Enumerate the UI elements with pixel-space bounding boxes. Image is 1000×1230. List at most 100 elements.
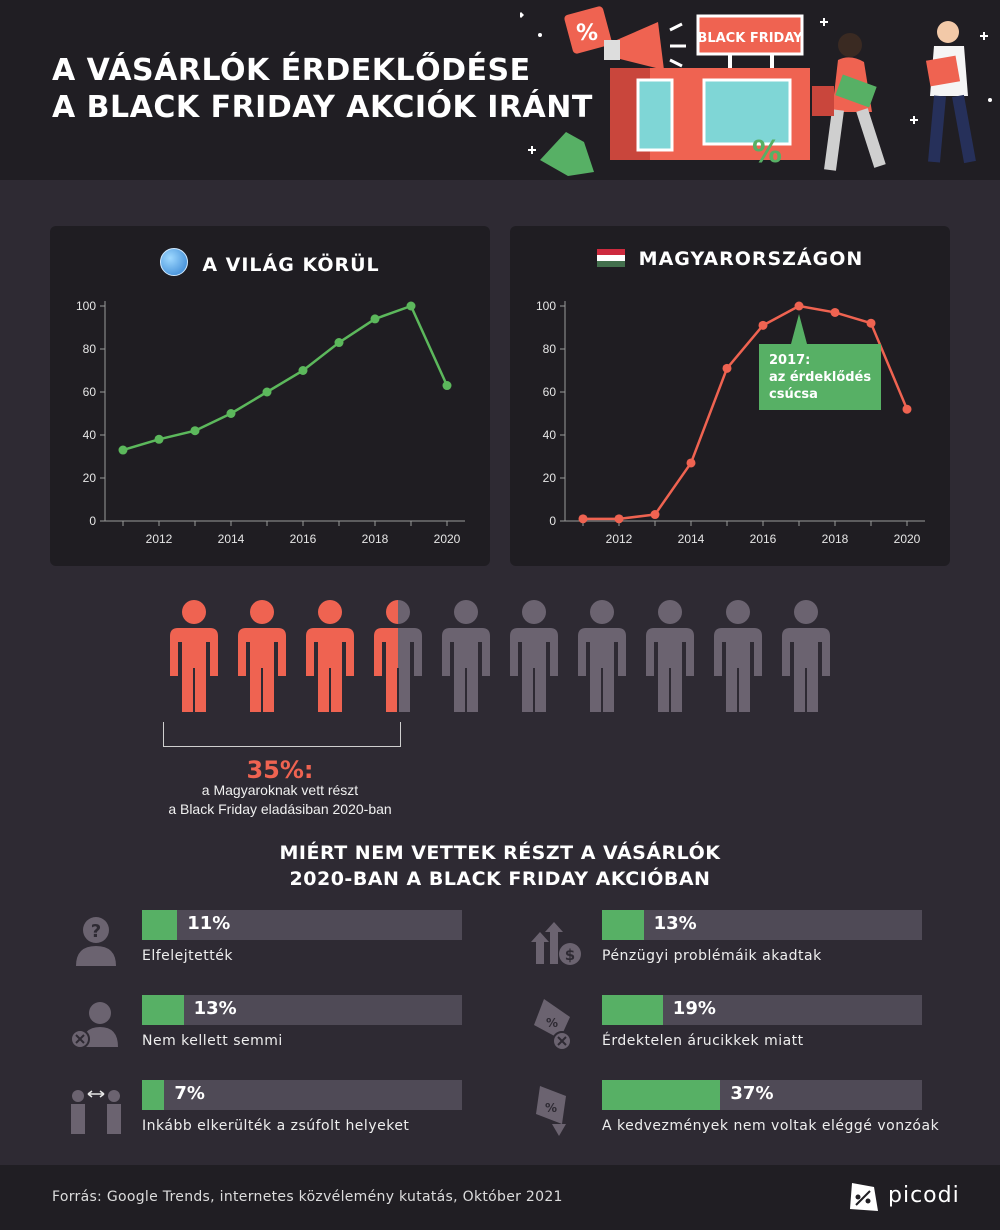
reason-bar-track: 11% — [142, 910, 462, 940]
y-tick-label: 0 — [89, 514, 96, 528]
reason-bar-track: 19% — [602, 995, 922, 1025]
callout-text: csúcsa — [769, 387, 818, 402]
person-figure-icon — [374, 600, 422, 712]
peak-callout: 2017: az érdeklődés csúcsa — [759, 314, 881, 410]
callout-pointer — [791, 314, 807, 344]
reasons-title: MIÉRT NEM VETTEK RÉSZT A VÁSÁRLÓK 2020-B… — [200, 840, 800, 892]
data-point — [830, 307, 840, 317]
data-point — [190, 426, 200, 436]
black-friday-sign: BLACK FRIDAY — [696, 14, 804, 68]
x-tick-label: 2020 — [434, 532, 461, 546]
reason-bar-track: 7% — [142, 1080, 462, 1110]
reason-label: Érdektelen árucikkek miatt — [602, 1033, 804, 1049]
svg-text:?: ? — [91, 921, 101, 942]
data-point — [154, 434, 164, 444]
x-tick-label: 2020 — [894, 532, 921, 546]
person-figure-icon — [646, 600, 694, 712]
reason-label: Nem kellett semmi — [142, 1033, 283, 1049]
reason-bar-track: 13% — [602, 910, 922, 940]
person-figure-icon — [782, 600, 830, 712]
picodi-logo-icon — [850, 1183, 878, 1211]
reason-bar — [602, 1080, 721, 1110]
callout-text: az érdeklődés — [769, 370, 871, 385]
y-tick-label: 80 — [83, 342, 97, 356]
participation-note-line1: a Magyaroknak vett részt — [201, 782, 359, 798]
data-point — [650, 510, 660, 520]
y-tick-label: 100 — [536, 299, 556, 313]
hungary-line-chart: 0 20 40 60 80 100 2012 2014 2016 2018 2020 2017: az … — [536, 299, 925, 546]
person-figure-icon — [510, 600, 558, 712]
globe-icon — [160, 248, 189, 276]
world-line-chart: 0 20 40 60 80 100 2012 2014 2016 2018 2020 — [76, 299, 465, 546]
svg-text:%: % — [545, 1101, 557, 1115]
participation-note-line2: a Black Friday eladásiban 2020-ban — [168, 801, 392, 817]
reason-row: $13% Pénzügyi problémáik akadtak — [526, 910, 926, 990]
svg-text:BLACK FRIDAY: BLACK FRIDAY — [697, 31, 803, 46]
hungary-chart-title-text: MAGYARORSZÁGON — [638, 248, 864, 270]
reasons-title-line2: 2020-BAN A BLACK FRIDAY AKCIÓBAN — [289, 868, 711, 890]
reason-label: Inkább elkerülték a zsúfolt helyeket — [142, 1118, 410, 1134]
data-point — [406, 301, 416, 311]
x-tick-label: 2016 — [290, 532, 317, 546]
x-tick-label: 2018 — [822, 532, 849, 546]
x-tick-label: 2016 — [750, 532, 777, 546]
money-arrows-icon: $ — [526, 910, 586, 970]
x-tick-label: 2018 — [362, 532, 389, 546]
data-point — [866, 318, 876, 328]
person-figure-icon — [238, 600, 286, 712]
data-point — [118, 445, 128, 455]
y-tick-label: 40 — [83, 428, 97, 442]
reason-bar — [142, 1080, 165, 1110]
woman-shopper-icon — [812, 33, 886, 171]
green-percent-icon: % — [752, 135, 782, 170]
falling-tag-icon: % — [526, 1080, 586, 1140]
data-point — [758, 320, 768, 330]
reason-bar-track: 37% — [602, 1080, 922, 1110]
svg-text:$: $ — [565, 946, 575, 964]
reason-value-label: 13% — [193, 998, 237, 1019]
world-chart-title: A VILÁG KÖRÜL — [50, 248, 490, 276]
reason-row: ? 11% Elfelejtették — [66, 910, 466, 990]
participation-note: a Magyaroknak vett részt a Black Friday … — [120, 781, 440, 819]
x-tick-label: 2012 — [606, 532, 633, 546]
data-point — [370, 314, 380, 324]
person-figure-icon — [442, 600, 490, 712]
reason-label: Pénzügyi problémáik akadtak — [602, 948, 822, 964]
black-friday-illustration: % BLACK FRIDAY % — [520, 6, 992, 176]
page-title-line2: A BLACK FRIDAY AKCIÓK IRÁNT — [52, 90, 593, 125]
reason-bar — [602, 995, 663, 1025]
question-person-icon: ? — [66, 910, 126, 970]
reason-bar — [142, 910, 178, 940]
reason-value-label: 37% — [730, 1083, 774, 1104]
footer: Forrás: Google Trends, internetes közvél… — [0, 1165, 1000, 1230]
svg-text:%: % — [546, 1016, 558, 1030]
reason-row: 13% Nem kellett semmi — [66, 995, 466, 1075]
reason-bar — [602, 910, 644, 940]
reason-value-label: 11% — [187, 913, 231, 934]
participation-percent: 35%: — [246, 756, 314, 784]
x-tick-label: 2014 — [678, 532, 705, 546]
data-point — [262, 387, 272, 397]
y-tick-label: 100 — [76, 299, 96, 313]
distance-people-icon — [66, 1080, 126, 1140]
source-text: Forrás: Google Trends, internetes közvél… — [52, 1189, 563, 1205]
x-tick-label: 2014 — [218, 532, 245, 546]
y-tick-label: 40 — [543, 428, 557, 442]
data-point — [794, 301, 804, 311]
header: A VÁSÁRLÓK ÉRDEKLŐDÉSE A BLACK FRIDAY AK… — [0, 0, 1000, 180]
world-chart-panel: A VILÁG KÖRÜL 0 20 40 60 80 100 2012 2014 2016 20… — [50, 226, 490, 566]
tag-x-icon: % — [526, 995, 586, 1055]
person-figure-icon — [714, 600, 762, 712]
x-tick-label: 2012 — [146, 532, 173, 546]
reason-label: Elfelejtették — [142, 948, 233, 964]
reason-row: % 19% Érdektelen árucikkek miatt — [526, 995, 926, 1075]
page-title-line1: A VÁSÁRLÓK ÉRDEKLŐDÉSE — [52, 53, 531, 88]
person-figure-icon — [170, 600, 218, 712]
y-tick-label: 20 — [83, 471, 97, 485]
data-point — [614, 514, 624, 524]
series-line — [122, 304, 449, 452]
y-tick-label: 0 — [549, 514, 556, 528]
y-tick-label: 60 — [83, 385, 97, 399]
man-shopper-icon — [925, 21, 976, 164]
megaphone-icon — [604, 22, 686, 70]
